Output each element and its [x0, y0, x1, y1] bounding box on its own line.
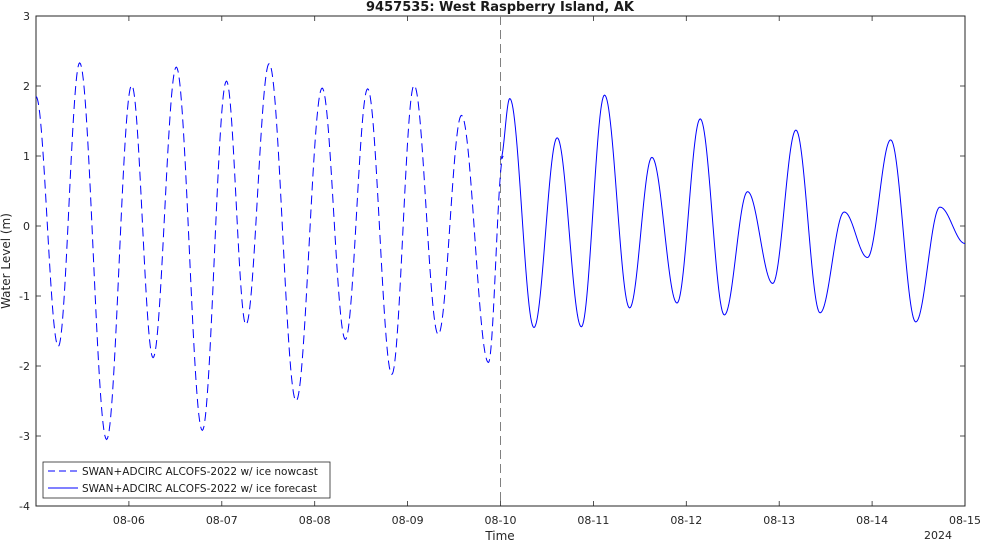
y-tick-label: 2 [23, 80, 30, 93]
x-axis-label: Time [484, 529, 514, 541]
y-tick-label: 3 [23, 10, 30, 23]
legend-label-forecast: SWAN+ADCIRC ALCOFS-2022 w/ ice forecast [82, 483, 317, 495]
y-tick-label: -2 [19, 360, 30, 373]
x-tick-label: 08-07 [206, 514, 238, 527]
x-tick-label: 08-10 [485, 514, 517, 527]
legend-label-nowcast: SWAN+ADCIRC ALCOFS-2022 w/ ice nowcast [82, 466, 318, 478]
x-tick-label: 08-08 [299, 514, 331, 527]
nowcast-series-line [35, 62, 504, 441]
legend: SWAN+ADCIRC ALCOFS-2022 w/ ice nowcast S… [42, 461, 331, 499]
x-tick-label: 08-09 [392, 514, 424, 527]
x-tick-label: 08-11 [577, 514, 609, 527]
x-tick-label: 08-15 [949, 514, 981, 527]
y-tick-label: -1 [19, 290, 30, 303]
ticks-layer: -4 -3 -2 -1 0 1 2 3 08-06 08-07 08-08 08-09 08-10 08-… [19, 10, 981, 527]
legend-box [42, 461, 331, 499]
chart-title: 9457535: West Raspberry Island, AK [366, 0, 635, 15]
x-tick-label: 08-06 [113, 514, 145, 527]
y-tick-label: -4 [19, 500, 30, 513]
y-tick-label: 0 [23, 220, 30, 233]
x-tick-label: 08-13 [763, 514, 795, 527]
x-tick-label: 08-14 [856, 514, 888, 527]
forecast-series-line [500, 94, 966, 329]
year-label: 2024 [924, 529, 952, 541]
y-tick-label: 1 [23, 150, 30, 163]
series-layer [35, 62, 966, 441]
x-tick-label: 08-12 [670, 514, 702, 527]
y-tick-label: -3 [19, 430, 30, 443]
y-axis-label: Water Level (m) [0, 213, 13, 309]
